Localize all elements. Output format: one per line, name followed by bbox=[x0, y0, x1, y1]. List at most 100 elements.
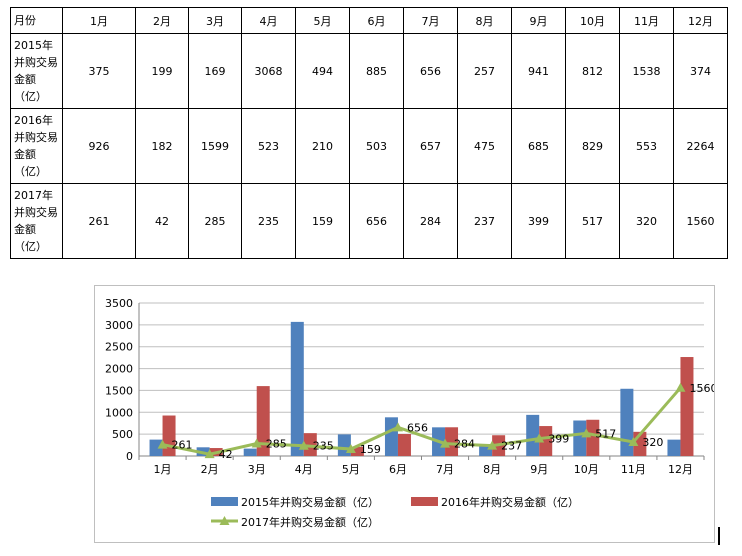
table-cell: 257 bbox=[457, 33, 512, 109]
data-label: 284 bbox=[454, 438, 475, 451]
table-cell: 829 bbox=[565, 108, 620, 184]
line-series bbox=[162, 386, 682, 456]
data-label: 320 bbox=[642, 436, 663, 449]
legend-swatch bbox=[211, 497, 238, 506]
line-marker bbox=[675, 382, 686, 392]
bar-2 bbox=[586, 419, 600, 456]
table-row: 2017年并购交易金额（亿） 261 42 285 235 159 656 28… bbox=[10, 183, 728, 259]
table-header-cell: 6月 bbox=[349, 7, 404, 34]
table-cell: 503 bbox=[349, 108, 404, 184]
table-cell: 656 bbox=[403, 33, 458, 109]
data-label: 237 bbox=[501, 440, 522, 453]
legend-label: 2015年并购交易金额（亿） bbox=[241, 495, 379, 509]
table-cell: 941 bbox=[511, 33, 566, 109]
line-marker bbox=[345, 444, 356, 454]
table-cell: 235 bbox=[241, 183, 296, 259]
data-label: 399 bbox=[548, 433, 569, 446]
table-cell: 237 bbox=[457, 183, 512, 259]
row-label: 2015年并购交易金额（亿） bbox=[10, 33, 63, 109]
table-row: 2015年并购交易金额（亿） 375 199 169 3068 494 885 … bbox=[10, 33, 728, 109]
bar-1 bbox=[526, 414, 540, 456]
bar-2 bbox=[680, 357, 694, 456]
y-tick-label: 2500 bbox=[105, 341, 133, 354]
legend-label: 2016年并购交易金额（亿） bbox=[441, 495, 579, 509]
y-tick-label: 3500 bbox=[105, 297, 133, 310]
table-cell: 494 bbox=[295, 33, 350, 109]
table-header-cell: 4月 bbox=[241, 7, 296, 34]
text-cursor bbox=[718, 527, 720, 545]
table-cell: 199 bbox=[135, 33, 189, 109]
table-header-cell: 12月 bbox=[673, 7, 728, 34]
line-marker bbox=[204, 449, 215, 459]
table-cell: 1538 bbox=[619, 33, 674, 109]
table-header-cell: 5月 bbox=[295, 7, 350, 34]
y-tick-label: 3000 bbox=[105, 319, 133, 332]
table-row: 2016年并购交易金额（亿） 926 182 1599 523 210 503 … bbox=[10, 108, 728, 184]
x-tick-label: 3月 bbox=[248, 463, 266, 476]
bar-1 bbox=[667, 439, 681, 456]
table-cell: 261 bbox=[62, 183, 136, 259]
x-tick-label: 4月 bbox=[295, 463, 313, 476]
line-marker bbox=[628, 437, 639, 447]
table-cell: 3068 bbox=[241, 33, 296, 109]
table-cell: 182 bbox=[135, 108, 189, 184]
table-cell: 656 bbox=[349, 183, 404, 259]
table-cell: 284 bbox=[403, 183, 458, 259]
bar-2 bbox=[256, 386, 270, 456]
bar-2 bbox=[445, 427, 459, 456]
x-tick-label: 2月 bbox=[201, 463, 219, 476]
table-cell: 42 bbox=[135, 183, 189, 259]
x-tick-label: 7月 bbox=[436, 463, 454, 476]
data-label: 235 bbox=[313, 440, 334, 453]
data-label: 159 bbox=[360, 443, 381, 456]
x-tick-label: 5月 bbox=[342, 463, 360, 476]
y-tick-label: 0 bbox=[126, 450, 133, 463]
line-marker bbox=[534, 433, 545, 443]
data-table: 月份 1月 2月 3月 4月 5月 6月 7月 8月 9月 10月 11月 12… bbox=[10, 7, 728, 259]
table-cell: 210 bbox=[295, 108, 350, 184]
table-cell: 553 bbox=[619, 108, 674, 184]
table-header-row: 月份 1月 2月 3月 4月 5月 6月 7月 8月 9月 10月 11月 12… bbox=[10, 7, 728, 34]
table-header-cell: 1月 bbox=[62, 7, 136, 34]
table-header-cell: 2月 bbox=[135, 7, 189, 34]
x-tick-label: 10月 bbox=[574, 463, 599, 476]
bar-2 bbox=[350, 446, 364, 456]
table-cell: 657 bbox=[403, 108, 458, 184]
bar-2 bbox=[539, 426, 553, 456]
table-cell: 523 bbox=[241, 108, 296, 184]
chart-container: 0 500 1000 1500 2000 2500 3000 3500 1月 2月 3月 4月 5月 6月… bbox=[94, 285, 717, 543]
table-cell: 2264 bbox=[673, 108, 728, 184]
x-tick-label: 11月 bbox=[621, 463, 646, 476]
table-cell: 285 bbox=[188, 183, 242, 259]
x-tick-label: 1月 bbox=[154, 463, 172, 476]
data-label: 261 bbox=[172, 439, 193, 452]
line-marker bbox=[298, 440, 309, 450]
data-label: 1560 bbox=[689, 382, 714, 395]
line-marker bbox=[392, 422, 403, 432]
bar-1 bbox=[384, 417, 398, 456]
table-cell: 169 bbox=[188, 33, 242, 109]
row-label: 2017年并购交易金额（亿） bbox=[10, 183, 63, 259]
data-label: 517 bbox=[595, 427, 616, 440]
y-tick-label: 1500 bbox=[105, 384, 133, 397]
line-marker bbox=[487, 440, 498, 450]
y-tick-label: 1000 bbox=[105, 406, 133, 419]
legend-marker bbox=[219, 516, 230, 525]
x-tick-label: 9月 bbox=[530, 463, 548, 476]
table-cell: 475 bbox=[457, 108, 512, 184]
bar-1 bbox=[149, 439, 163, 456]
bar-2 bbox=[303, 433, 317, 456]
table-cell: 885 bbox=[349, 33, 404, 109]
table-header-cell: 11月 bbox=[619, 7, 674, 34]
table-header-cell: 7月 bbox=[403, 7, 458, 34]
table-cell: 812 bbox=[565, 33, 620, 109]
legend-label: 2017年并购交易金额（亿） bbox=[241, 515, 379, 529]
table-cell: 320 bbox=[619, 183, 674, 259]
table-header-cell: 9月 bbox=[511, 7, 566, 34]
table-cell: 1560 bbox=[673, 183, 728, 259]
legend-swatch bbox=[411, 497, 438, 506]
table-header-cell: 10月 bbox=[565, 7, 620, 34]
line-marker bbox=[251, 438, 262, 448]
table-header-cell: 3月 bbox=[188, 7, 242, 34]
table-cell: 159 bbox=[295, 183, 350, 259]
